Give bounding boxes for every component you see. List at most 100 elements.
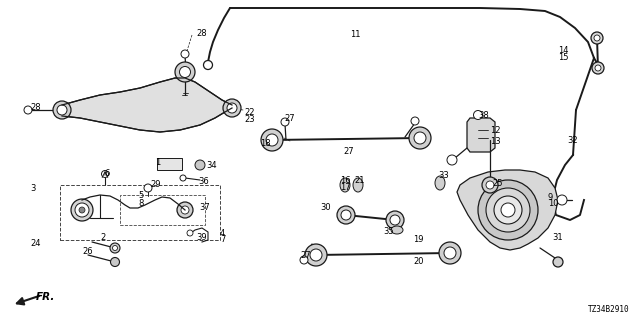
Circle shape — [337, 206, 355, 224]
Circle shape — [494, 196, 522, 224]
Circle shape — [223, 99, 241, 117]
Polygon shape — [62, 78, 232, 132]
Circle shape — [79, 207, 85, 213]
Circle shape — [227, 103, 237, 113]
Circle shape — [390, 215, 400, 225]
Text: 11: 11 — [350, 29, 360, 38]
Text: 22: 22 — [244, 108, 255, 116]
Polygon shape — [467, 118, 495, 152]
Text: 28: 28 — [196, 28, 207, 37]
Circle shape — [24, 106, 32, 114]
Text: 23: 23 — [244, 115, 255, 124]
Circle shape — [591, 32, 603, 44]
Ellipse shape — [340, 178, 350, 192]
Text: 17: 17 — [340, 182, 351, 191]
Bar — [120, 195, 205, 225]
Text: 32: 32 — [567, 135, 578, 145]
Circle shape — [181, 206, 189, 214]
Text: 20: 20 — [413, 257, 424, 266]
Text: 27: 27 — [300, 252, 310, 260]
Circle shape — [386, 211, 404, 229]
Circle shape — [281, 118, 289, 126]
Text: 24: 24 — [30, 238, 40, 247]
Circle shape — [261, 129, 283, 151]
Circle shape — [414, 132, 426, 144]
Circle shape — [181, 50, 189, 58]
Circle shape — [478, 180, 538, 240]
Circle shape — [341, 210, 351, 220]
Circle shape — [310, 249, 322, 261]
Circle shape — [144, 184, 152, 192]
Bar — [157, 158, 182, 170]
Text: 16: 16 — [340, 175, 351, 185]
Circle shape — [553, 257, 563, 267]
Circle shape — [113, 245, 118, 251]
Circle shape — [486, 181, 494, 189]
Text: 5: 5 — [138, 191, 143, 201]
Bar — [60, 185, 220, 240]
Text: 31: 31 — [552, 234, 563, 243]
Text: 6: 6 — [104, 169, 109, 178]
Ellipse shape — [391, 226, 403, 234]
Text: 25: 25 — [492, 179, 502, 188]
Text: 4: 4 — [220, 228, 225, 237]
Circle shape — [71, 199, 93, 221]
Text: 27: 27 — [284, 114, 294, 123]
Text: 14: 14 — [558, 45, 568, 54]
Circle shape — [266, 134, 278, 146]
Text: FR.: FR. — [36, 292, 56, 302]
Circle shape — [557, 195, 567, 205]
Text: 36: 36 — [198, 177, 209, 186]
Text: 19: 19 — [413, 235, 424, 244]
Circle shape — [444, 247, 456, 259]
Circle shape — [175, 62, 195, 82]
Text: 29: 29 — [150, 180, 161, 188]
Circle shape — [486, 188, 530, 232]
Text: 13: 13 — [490, 137, 500, 146]
Text: 33: 33 — [438, 171, 449, 180]
Text: 15: 15 — [558, 52, 568, 61]
Text: 34: 34 — [206, 161, 216, 170]
Circle shape — [439, 242, 461, 264]
Text: 12: 12 — [490, 125, 500, 134]
Circle shape — [204, 60, 212, 69]
Circle shape — [592, 62, 604, 74]
Circle shape — [180, 175, 186, 181]
Text: 39: 39 — [196, 233, 207, 242]
Circle shape — [594, 35, 600, 41]
Ellipse shape — [353, 178, 363, 192]
Text: 1: 1 — [155, 157, 160, 166]
Circle shape — [102, 171, 109, 178]
Circle shape — [595, 65, 601, 71]
Text: 10: 10 — [548, 199, 559, 209]
Polygon shape — [457, 170, 558, 250]
Circle shape — [482, 177, 498, 193]
Text: 7: 7 — [220, 236, 225, 244]
Circle shape — [447, 155, 457, 165]
Circle shape — [57, 105, 67, 115]
Ellipse shape — [435, 176, 445, 190]
Circle shape — [409, 127, 431, 149]
Circle shape — [195, 160, 205, 170]
Circle shape — [187, 230, 193, 236]
Circle shape — [305, 244, 327, 266]
Text: 27: 27 — [343, 147, 354, 156]
Circle shape — [53, 101, 71, 119]
Text: 30: 30 — [320, 204, 331, 212]
Text: 2: 2 — [100, 233, 105, 242]
Circle shape — [300, 256, 308, 264]
Circle shape — [179, 67, 191, 77]
Circle shape — [411, 117, 419, 125]
Circle shape — [177, 202, 193, 218]
Text: 26: 26 — [82, 246, 93, 255]
Text: TZ34B2910: TZ34B2910 — [588, 305, 630, 314]
Text: 18: 18 — [260, 139, 271, 148]
Circle shape — [474, 110, 483, 119]
Text: 3: 3 — [30, 183, 35, 193]
Text: 8: 8 — [138, 198, 143, 207]
Circle shape — [111, 258, 120, 267]
Circle shape — [110, 243, 120, 253]
Text: 35: 35 — [383, 227, 394, 236]
Text: 37: 37 — [199, 203, 210, 212]
Text: 21: 21 — [354, 175, 365, 185]
